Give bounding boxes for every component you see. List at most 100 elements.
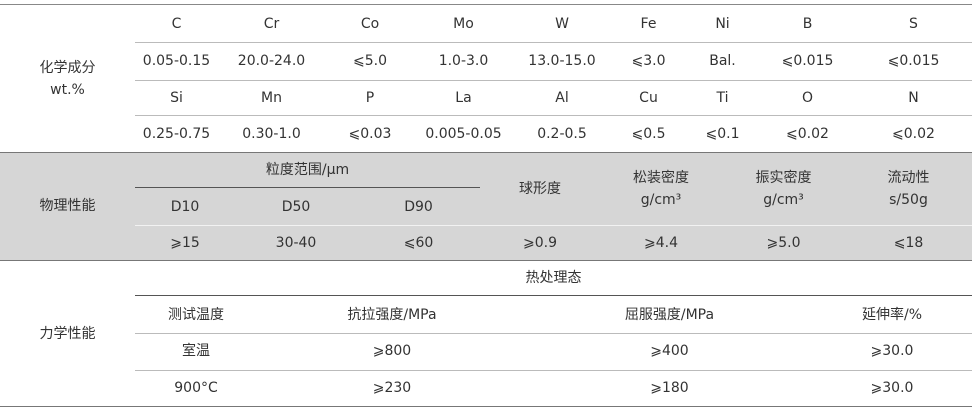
element-cell-text: Fe [640,15,657,32]
value-cell: ⩾5.0 [722,226,845,260]
value-cell: ⩽60 [357,226,480,260]
value-cell: 1.0-3.0 [415,42,512,80]
value-cell-text: ⩾5.0 [766,235,801,251]
value-cell: 30-40 [235,226,357,260]
column-header: 屈服强度/MPa [527,296,812,333]
value-cell-text: 室温 [182,343,210,359]
section-rule [0,152,972,153]
row-label-text: 化学成分 [39,59,96,76]
element-cell-text: Co [360,15,380,32]
element-cell-text: P [365,89,375,106]
element-cell-text: Cr [263,15,280,32]
element-cell: Mo [415,5,512,42]
element-cell: C [135,5,218,42]
element-cell: W [512,5,612,42]
value-cell: 0.2-0.5 [512,115,612,152]
rule [0,4,972,5]
value-cell: 0.30-1.0 [218,115,325,152]
column-header-text: s/50g [889,191,928,208]
column-header-text: 流动性 [887,169,930,186]
row-rule [135,225,972,226]
value-cell-text: 20.0-24.0 [237,53,306,69]
value-cell: 900°C [135,370,257,406]
value-cell: ⩾4.4 [600,226,722,260]
row-rule [135,42,972,43]
column-header-text: 松装密度 [633,169,689,186]
element-cell: Ti [685,80,760,115]
element-cell-text: Ni [715,15,730,32]
value-cell: ⩽3.0 [612,42,685,80]
column-header-text: D10 [170,198,200,215]
value-cell-text: ⩽0.5 [631,125,666,142]
value-cell: 室温 [135,333,257,369]
row-rule [135,80,972,81]
value-cell-text: 30-40 [275,235,317,251]
element-cell: Mn [218,80,325,115]
column-header: 流动性 s/50g [845,152,972,225]
column-header-text: 抗拉强度/MPa [347,306,437,323]
value-cell-text: ⩾230 [372,380,412,396]
column-header: 抗拉强度/MPa [257,296,527,333]
value-cell-text: ⩽0.02 [786,125,829,142]
element-cell-text: O [801,89,814,106]
element-cell: La [415,80,512,115]
group-header-text: 粒度范围/µm [265,161,350,178]
element-cell-text: C [171,15,182,32]
column-header-text: D50 [281,198,311,215]
value-cell: ⩾230 [257,370,527,406]
value-cell-text: ⩽0.03 [348,125,392,142]
element-cell: Al [512,80,612,115]
column-header: 测试温度 [135,296,257,333]
element-cell-text: S [909,15,918,32]
element-cell-text: Cu [639,89,658,106]
value-cell-text: Bal. [709,53,736,69]
value-cell: ⩾30.0 [812,333,972,369]
element-cell: Co [325,5,415,42]
value-cell: Bal. [685,42,760,80]
row-label: 力学性能 [0,261,135,406]
element-cell-text: Mo [453,15,474,32]
element-cell-text: Ti [716,89,729,106]
value-cell-text: ⩽0.015 [781,53,834,69]
value-cell: ⩽0.1 [685,115,760,152]
value-cell-text: ⩽5.0 [353,53,387,69]
value-cell: ⩽0.015 [855,42,972,80]
column-header: 延伸率/% [812,296,972,333]
value-cell: ⩾0.9 [480,226,600,260]
element-cell: Si [135,80,218,115]
value-cell-text: ⩽0.1 [705,125,740,142]
physical-bg [0,152,972,260]
value-cell-text: 0.05-0.15 [142,53,211,69]
value-cell: ⩾800 [257,333,527,369]
column-header: 球形度 [480,152,600,225]
value-cell: ⩽0.015 [760,42,855,80]
value-cell: ⩾400 [527,333,812,369]
column-header: 松装密度 g/cm³ [600,152,722,225]
value-cell: ⩽5.0 [325,42,415,80]
value-cell-text: ⩽0.015 [887,53,940,69]
value-cell-text: ⩽3.0 [631,53,666,69]
element-cell: Ni [685,5,760,42]
value-cell-text: 0.2-0.5 [537,125,587,142]
value-cell: ⩾180 [527,370,812,406]
value-cell: ⩾30.0 [812,370,972,406]
value-cell-text: ⩾4.4 [644,235,678,251]
column-header: D10 [135,188,235,225]
element-cell-text: N [908,89,919,106]
value-cell-text: ⩾15 [170,235,200,251]
row-rule [135,333,972,334]
value-cell-text: 13.0-15.0 [528,53,596,69]
section-rule [0,260,972,261]
value-cell-text: 0.005-0.05 [425,125,502,142]
element-cell: P [325,80,415,115]
element-cell-text: B [802,15,813,32]
value-cell: ⩽0.02 [855,115,972,152]
value-cell: 0.25-0.75 [135,115,218,152]
column-header-text: 振实密度 [755,169,812,186]
value-cell-text: ⩾30.0 [870,343,914,359]
value-cell-text: ⩾180 [650,380,689,396]
column-header: D50 [235,188,357,225]
row-label: 物理性能 [0,152,135,260]
value-cell: ⩽0.03 [325,115,415,152]
